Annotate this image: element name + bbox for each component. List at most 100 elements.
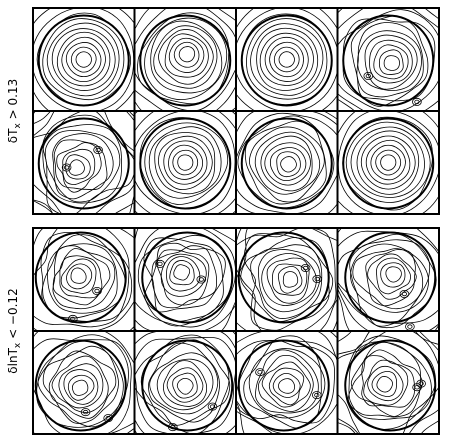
contour-line bbox=[51, 28, 116, 91]
contour-peak bbox=[302, 265, 309, 271]
contour-line bbox=[277, 265, 303, 294]
contour-line bbox=[269, 41, 304, 78]
contour-peak bbox=[83, 409, 89, 415]
contour-line bbox=[52, 133, 114, 200]
contour-line bbox=[140, 339, 231, 426]
contour-line bbox=[177, 154, 194, 171]
contour-line bbox=[337, 228, 439, 331]
contour-line bbox=[52, 248, 111, 306]
contour-panel bbox=[336, 110, 440, 215]
contour-line bbox=[345, 121, 431, 203]
contour-line bbox=[350, 349, 423, 417]
panel-frame bbox=[336, 110, 440, 215]
contour-panel bbox=[336, 7, 440, 112]
contour-line bbox=[48, 350, 117, 419]
contour-line bbox=[33, 8, 135, 111]
contour-line bbox=[380, 262, 406, 288]
contour-panel bbox=[235, 110, 339, 215]
contour-line bbox=[347, 342, 422, 418]
contour-line bbox=[236, 112, 338, 214]
contour-line bbox=[268, 367, 305, 406]
contour-line bbox=[277, 378, 296, 394]
contour-line bbox=[378, 49, 404, 75]
contour-line bbox=[53, 139, 108, 191]
contour-peak bbox=[198, 277, 204, 282]
contour-line bbox=[373, 44, 409, 80]
contour-line bbox=[243, 233, 330, 331]
contour-line bbox=[178, 46, 196, 63]
reference-circle bbox=[240, 14, 333, 107]
contour-line bbox=[44, 129, 121, 203]
contour-line bbox=[144, 122, 229, 205]
contour-line bbox=[380, 154, 397, 171]
contour-line bbox=[144, 17, 228, 100]
contour-line bbox=[375, 149, 402, 176]
contour-line bbox=[376, 376, 393, 393]
contour-line bbox=[134, 111, 236, 214]
contour-line bbox=[153, 25, 218, 89]
group-top-label: δTx > 0.13 bbox=[6, 79, 23, 143]
contour-line bbox=[276, 151, 301, 178]
contour-line bbox=[173, 41, 200, 68]
contour-line bbox=[376, 257, 411, 295]
contour-line bbox=[33, 111, 135, 214]
contour-line bbox=[385, 266, 402, 283]
contour-line bbox=[148, 342, 220, 423]
contour-line bbox=[258, 354, 314, 412]
contour-line bbox=[337, 9, 439, 111]
contour-peak bbox=[255, 368, 265, 377]
contour-line bbox=[266, 257, 310, 304]
contour-line bbox=[360, 135, 416, 190]
contour-peak bbox=[92, 286, 102, 295]
contour-line bbox=[365, 249, 416, 307]
contour-line bbox=[361, 355, 416, 408]
contour-peak bbox=[414, 99, 420, 105]
contour-line bbox=[65, 42, 102, 78]
contour-line bbox=[349, 239, 431, 327]
contour-line bbox=[269, 147, 307, 182]
reference-circle bbox=[342, 14, 435, 107]
contour-line bbox=[176, 377, 194, 395]
contour-line bbox=[75, 51, 92, 68]
contour-peak bbox=[401, 291, 407, 297]
contour-line bbox=[337, 331, 439, 434]
contour-line bbox=[33, 228, 130, 328]
reference-circle bbox=[37, 14, 130, 107]
contour-line bbox=[58, 363, 104, 409]
contour-line bbox=[352, 248, 424, 310]
contour-line bbox=[160, 253, 207, 297]
contour-peak bbox=[64, 165, 70, 170]
contour-line bbox=[169, 260, 195, 286]
contour-peak bbox=[155, 259, 165, 268]
contour-line bbox=[33, 338, 132, 434]
contour-line bbox=[67, 374, 95, 401]
reference-circle bbox=[237, 231, 330, 324]
contour-line bbox=[240, 237, 334, 322]
contour-line bbox=[56, 31, 111, 87]
contour-peak bbox=[412, 97, 422, 106]
contour-line bbox=[150, 20, 223, 94]
contour-line bbox=[168, 37, 205, 73]
contour-line bbox=[236, 228, 337, 331]
contour-line bbox=[66, 263, 93, 290]
contour-line bbox=[61, 36, 106, 83]
contour-line bbox=[337, 331, 439, 434]
contour-line bbox=[248, 348, 326, 419]
contour-line bbox=[371, 370, 398, 398]
contour-peak bbox=[314, 392, 320, 398]
contour-line bbox=[40, 232, 133, 322]
contour-line bbox=[261, 253, 317, 306]
contour-line bbox=[356, 130, 420, 195]
contour-line bbox=[163, 140, 208, 185]
contour-line bbox=[134, 8, 236, 111]
contour-line bbox=[273, 46, 300, 73]
contour-line bbox=[47, 243, 118, 314]
contour-line bbox=[236, 339, 338, 434]
contour-line bbox=[249, 126, 325, 203]
contour-line bbox=[172, 372, 198, 399]
contour-line bbox=[254, 131, 321, 195]
contour-line bbox=[256, 27, 319, 91]
contour-line bbox=[65, 154, 91, 180]
reference-circle bbox=[139, 117, 232, 210]
reference-circle bbox=[342, 117, 435, 210]
